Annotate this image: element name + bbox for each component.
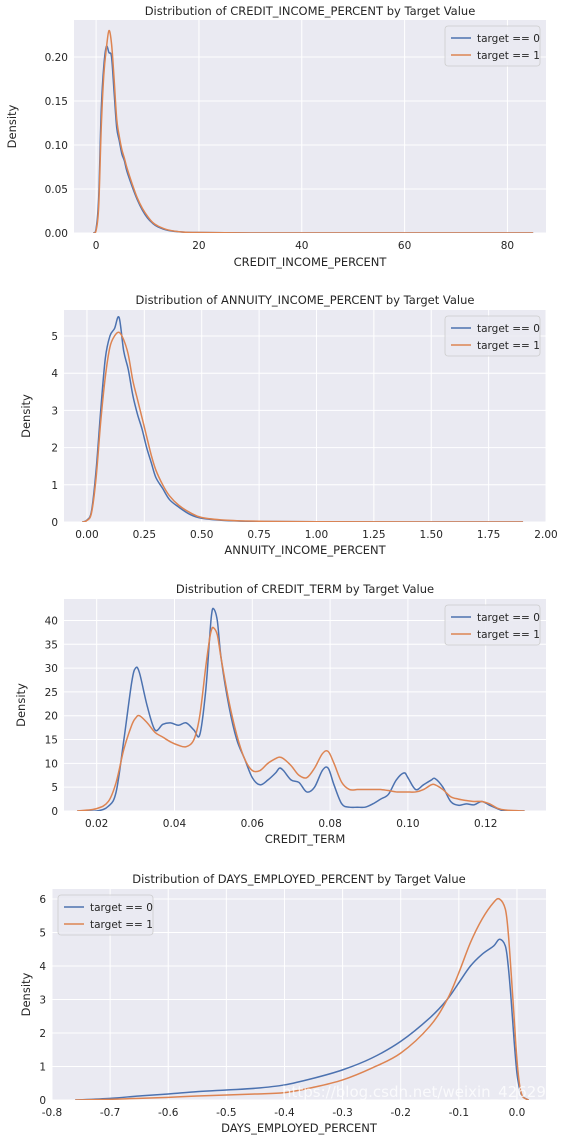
legend-box xyxy=(57,894,154,936)
x-tick-label: 0.50 xyxy=(190,529,213,541)
x-axis-label: DAYS_EMPLOYED_PERCENT xyxy=(221,1121,378,1135)
series-line-target-1 xyxy=(77,626,525,811)
y-axis-label: Density xyxy=(19,394,33,438)
x-tick-label: 0.0 xyxy=(509,1107,526,1119)
legend-label: target == 1 xyxy=(477,50,540,62)
series-line-target-1 xyxy=(82,331,524,522)
legend-box xyxy=(444,25,541,67)
x-tick-label: 20 xyxy=(192,240,205,252)
chart-title: Distribution of DAYS_EMPLOYED_PERCENT by… xyxy=(132,872,465,886)
legend: target == 0 target == 1 xyxy=(444,604,541,646)
chart-title: Distribution of CREDIT_INCOME_PERCENT by… xyxy=(145,4,476,18)
x-tick-label: 0.00 xyxy=(75,529,98,541)
chart-title: Distribution of CREDIT_TERM by Target Va… xyxy=(176,582,434,596)
x-tick-label: 60 xyxy=(398,240,411,252)
series-line-target-1 xyxy=(93,29,534,233)
x-tick-label: 40 xyxy=(295,240,308,252)
x-tick-label: 1.75 xyxy=(477,529,500,541)
x-tick-label: 0.25 xyxy=(133,529,156,541)
y-tick-label: 40 xyxy=(45,615,58,627)
chart-panel-3: 0.02 0.04 0.06 0.08 0.10 0.12 0 5 10 15 20 25 30 35 40… xyxy=(14,582,546,846)
y-tick-label: 0.15 xyxy=(45,96,68,108)
legend-label: target == 1 xyxy=(90,919,153,931)
legend-box xyxy=(444,604,541,646)
x-tick-label: 2.00 xyxy=(534,529,557,541)
y-tick-label: 25 xyxy=(45,687,58,699)
y-tick-label: 2 xyxy=(51,443,58,455)
x-tick-label: -0.2 xyxy=(390,1107,411,1119)
y-tick-label: 10 xyxy=(45,758,58,770)
y-tick-label: 15 xyxy=(45,735,58,747)
y-tick-label: 0.20 xyxy=(45,52,68,64)
x-axis-label: CREDIT_TERM xyxy=(265,832,346,846)
x-tick-label: -0.3 xyxy=(332,1107,353,1119)
x-tick-label: -0.7 xyxy=(100,1107,121,1119)
y-tick-label: 3 xyxy=(39,995,46,1007)
legend-label: target == 0 xyxy=(477,612,540,624)
y-tick-label: 5 xyxy=(51,331,58,343)
y-tick-label: 0.00 xyxy=(45,228,68,240)
y-tick-label: 6 xyxy=(39,894,46,906)
x-tick-label: 0.12 xyxy=(474,818,497,830)
chart-panel-2: 0.00 0.25 0.50 0.75 1.00 1.25 1.50 1.75 2.00 0 1 2 3… xyxy=(19,293,558,557)
x-tick-label: 0.04 xyxy=(163,818,187,830)
legend-label: target == 1 xyxy=(477,629,540,641)
y-tick-label: 1 xyxy=(51,480,58,492)
x-axis-label: CREDIT_INCOME_PERCENT xyxy=(234,255,388,269)
legend-label: target == 0 xyxy=(477,33,540,45)
y-tick-label: 20 xyxy=(45,711,58,723)
x-tick-label: 80 xyxy=(501,240,514,252)
legend: target == 0 target == 1 xyxy=(444,25,541,67)
legend-label: target == 0 xyxy=(90,902,153,914)
legend: target == 0 target == 1 xyxy=(57,894,154,936)
x-tick-label: 0.75 xyxy=(247,529,270,541)
x-tick-label: -0.1 xyxy=(449,1107,470,1119)
y-tick-label: 4 xyxy=(51,368,58,380)
x-tick-label: 1.50 xyxy=(420,529,443,541)
x-tick-label: 0 xyxy=(93,240,100,252)
series-line-target-0 xyxy=(77,607,525,811)
y-axis-label: Density xyxy=(5,104,19,148)
x-tick-label: 1.25 xyxy=(362,529,385,541)
legend-label: target == 0 xyxy=(477,323,540,335)
y-tick-label: 0.10 xyxy=(45,140,68,152)
y-tick-label: 4 xyxy=(39,961,46,973)
legend: target == 0 target == 1 xyxy=(444,315,541,357)
series-line-target-1 xyxy=(75,897,529,1100)
y-tick-label: 0 xyxy=(39,1095,46,1107)
x-tick-label: 0.06 xyxy=(241,818,265,830)
x-tick-label: -0.4 xyxy=(274,1107,295,1119)
x-tick-label: 0.10 xyxy=(396,818,419,830)
chart-panel-4: -0.8 -0.7 -0.6 -0.5 -0.4 -0.3 -0.2 -0.1 0.0 0 1 2 3 4… xyxy=(19,872,546,1135)
legend-box xyxy=(444,315,541,357)
x-tick-label: 1.00 xyxy=(305,529,328,541)
y-tick-label: 5 xyxy=(51,782,58,794)
x-tick-label: 0.08 xyxy=(318,818,341,830)
legend-label: target == 1 xyxy=(477,340,540,352)
chart-panel-1: 0 20 40 60 80 0.00 0.05 0.10 0.15 0.20 Distributio… xyxy=(5,4,546,269)
y-axis-label: Density xyxy=(19,972,33,1016)
y-tick-label: 5 xyxy=(39,928,46,940)
x-tick-label: -0.6 xyxy=(158,1107,179,1119)
chart-title: Distribution of ANNUITY_INCOME_PERCENT b… xyxy=(136,293,475,307)
y-tick-label: 0.05 xyxy=(45,184,68,196)
y-axis-label: Density xyxy=(14,683,28,727)
y-tick-label: 1 xyxy=(39,1062,46,1074)
y-tick-label: 3 xyxy=(51,405,58,417)
x-tick-label: -0.5 xyxy=(216,1107,237,1119)
y-tick-label: 30 xyxy=(45,663,58,675)
y-tick-label: 0 xyxy=(51,517,58,529)
y-tick-label: 35 xyxy=(45,639,58,651)
y-tick-label: 0 xyxy=(51,806,58,818)
x-tick-label: -0.8 xyxy=(42,1107,63,1119)
y-tick-label: 2 xyxy=(39,1028,46,1040)
x-axis-label: ANNUITY_INCOME_PERCENT xyxy=(224,543,386,557)
watermark: https://blog.csdn.net/weixin_42629122 xyxy=(282,1083,564,1101)
x-tick-label: 0.02 xyxy=(85,818,108,830)
